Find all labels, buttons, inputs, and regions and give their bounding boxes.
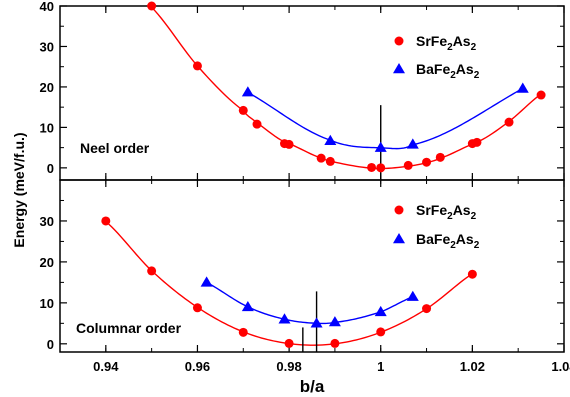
- x-tick-label: 1.02: [460, 359, 485, 374]
- data-point-triangle: [241, 86, 254, 97]
- legend-label: BaFe2As2: [416, 61, 480, 81]
- data-point-triangle: [406, 290, 419, 301]
- data-point-circle: [367, 162, 377, 172]
- fit-curve-triangle: [206, 281, 414, 325]
- data-point-circle: [467, 269, 477, 279]
- top-panel-label: Neel order: [80, 140, 150, 156]
- data-point-circle: [376, 327, 386, 337]
- bottom-panel: 0 10 20 30 0.94 0.96 0.98 1 1.02 1.04 Columnar o…: [40, 180, 570, 374]
- legend-marker-triangle: [393, 233, 405, 244]
- x-tick-label: 1.04: [551, 359, 570, 374]
- data-point-circle: [435, 152, 445, 162]
- data-point-circle: [284, 338, 294, 348]
- top-data-points: [147, 1, 546, 173]
- data-point-circle: [192, 303, 202, 313]
- bottom-data-points: [101, 216, 477, 348]
- bottom-panel-frame: [59, 179, 565, 353]
- data-point-circle: [252, 119, 262, 129]
- bottom-legend: SrFe2As2 BaFe2As2: [393, 202, 480, 251]
- data-point-circle: [147, 266, 157, 276]
- top-legend: SrFe2As2 BaFe2As2: [393, 33, 480, 81]
- bottom-y-ticks: 0 10 20 30: [40, 199, 564, 352]
- x-tick-label: 1: [377, 359, 384, 374]
- x-tick-label: 0.94: [93, 359, 119, 374]
- top-panel: 0 10 20 30 40 Neel order SrFe2As2 BaFe2As2: [40, 0, 565, 180]
- data-point-triangle: [328, 316, 341, 327]
- x-ticks: 0.94 0.96 0.98 1 1.02 1.04: [59, 180, 570, 374]
- y-tick-label: 40: [40, 0, 54, 14]
- data-point-circle: [325, 156, 335, 166]
- data-point-circle: [238, 327, 248, 337]
- y-tick-label: 30: [40, 39, 54, 54]
- data-point-triangle: [241, 300, 254, 312]
- y-tick-label: 0: [47, 337, 54, 352]
- y-tick-label: 20: [40, 255, 54, 270]
- y-tick-label: 20: [40, 80, 54, 95]
- legend-label: SrFe2As2: [416, 202, 477, 222]
- data-point-triangle: [374, 305, 387, 317]
- y-axis-title: Energy (meV/f.u.): [11, 132, 27, 247]
- top-y-ticks: 0 10 20 30 40: [40, 0, 565, 180]
- data-point-circle: [330, 338, 340, 348]
- fit-curve-triangle: [247, 87, 524, 150]
- data-point-circle: [101, 216, 111, 226]
- data-point-circle: [147, 1, 157, 11]
- data-point-circle: [403, 160, 413, 170]
- data-point-circle: [284, 139, 294, 149]
- data-point-circle: [238, 105, 248, 115]
- data-point-triangle: [310, 317, 323, 328]
- y-tick-label: 0: [47, 161, 54, 176]
- fit-curve-circle: [151, 6, 542, 170]
- x-tick-label: 0.98: [276, 359, 301, 374]
- data-point-triangle: [516, 82, 529, 93]
- data-point-triangle: [324, 134, 337, 145]
- data-point-triangle: [374, 141, 387, 152]
- bottom-panel-label: Columnar order: [76, 320, 182, 336]
- legend-marker-triangle: [393, 63, 405, 74]
- data-point-circle: [192, 61, 202, 71]
- top-fit-curves: [151, 6, 542, 170]
- data-point-circle: [316, 153, 326, 163]
- x-axis-title: b/a: [300, 377, 325, 396]
- y-tick-label: 10: [40, 296, 54, 311]
- data-point-circle: [376, 163, 386, 173]
- y-tick-label: 10: [40, 120, 54, 135]
- x-tick-label: 0.96: [185, 359, 210, 374]
- data-point-triangle: [406, 138, 419, 149]
- y-tick-label: 30: [40, 214, 54, 229]
- legend-marker-circle: [394, 205, 404, 215]
- data-point-circle: [422, 157, 432, 167]
- legend-label: BaFe2As2: [416, 231, 480, 251]
- data-point-circle: [472, 137, 482, 147]
- legend-label: SrFe2As2: [416, 33, 477, 53]
- data-point-triangle: [278, 313, 291, 324]
- legend-marker-circle: [394, 36, 404, 46]
- data-point-triangle: [200, 276, 213, 287]
- data-point-circle: [422, 304, 432, 314]
- data-point-circle: [536, 90, 546, 100]
- data-point-circle: [504, 117, 514, 127]
